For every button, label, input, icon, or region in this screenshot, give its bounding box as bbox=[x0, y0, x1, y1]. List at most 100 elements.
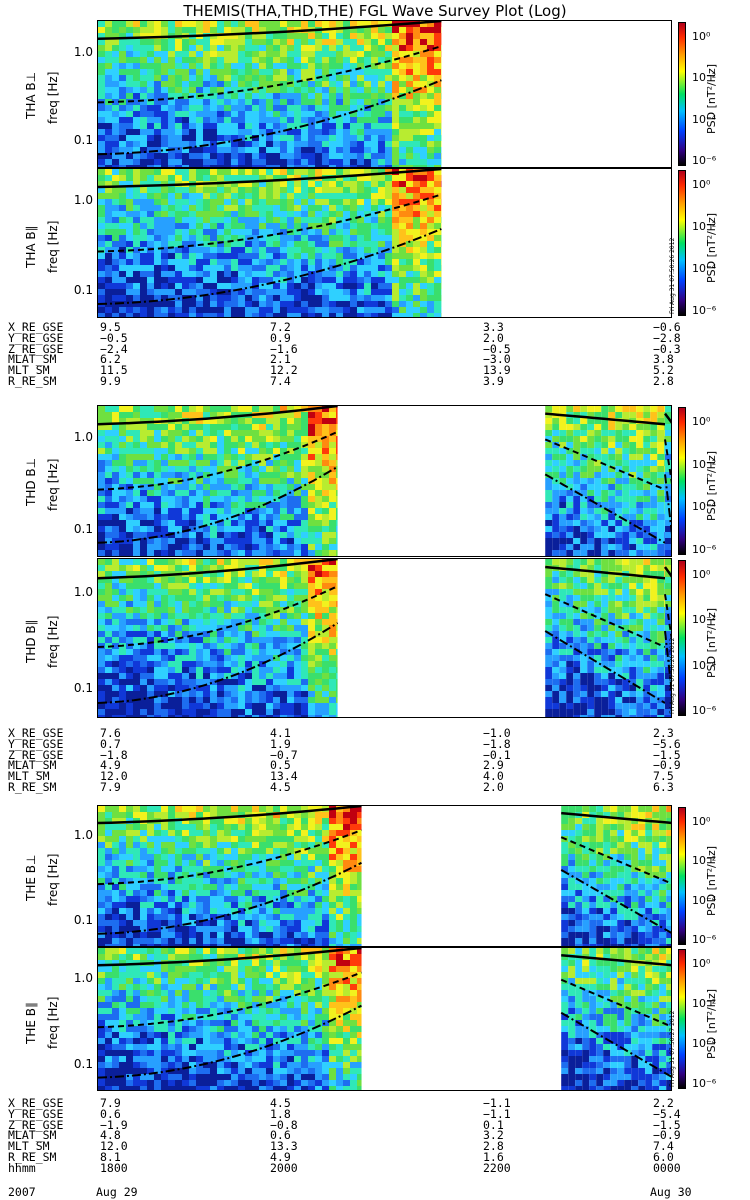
spectrogram-cell bbox=[608, 418, 616, 424]
spectrogram-cell bbox=[664, 406, 666, 412]
spectrogram-cell bbox=[629, 472, 637, 478]
spectrogram-cell bbox=[615, 424, 623, 430]
spectrogram-cell bbox=[238, 99, 245, 105]
spectrogram-cell bbox=[105, 556, 112, 557]
spectrogram-cell bbox=[119, 577, 126, 583]
spectrogram-cell bbox=[196, 169, 203, 175]
spectrogram-cell bbox=[119, 565, 126, 571]
spectrogram-cell bbox=[329, 556, 336, 557]
spectrogram-cell bbox=[308, 247, 315, 253]
spectrogram-cell bbox=[392, 277, 399, 283]
spectrogram-cell bbox=[161, 460, 168, 466]
spectrogram-cell bbox=[98, 313, 105, 317]
spectrogram-cell bbox=[280, 418, 287, 424]
spectrogram-cell bbox=[350, 99, 357, 105]
spectrogram-cell bbox=[98, 307, 105, 313]
spectrogram-cell bbox=[161, 75, 168, 81]
spectrogram-cell bbox=[105, 715, 112, 717]
spectrogram-cell bbox=[182, 685, 189, 691]
spectrogram-cell bbox=[175, 715, 182, 717]
spectrogram-cell bbox=[98, 105, 105, 111]
spectrogram-cell bbox=[259, 430, 266, 436]
spectrogram-cell bbox=[413, 165, 420, 167]
spectrogram-cell bbox=[378, 265, 385, 271]
spectrogram-cell bbox=[643, 538, 651, 544]
spectrogram-cell bbox=[643, 424, 651, 430]
spectrogram-cell bbox=[371, 39, 378, 45]
spectrogram-cell bbox=[294, 673, 301, 679]
spectrogram-cell bbox=[266, 418, 273, 424]
spectrogram-cell bbox=[399, 271, 406, 277]
spectrogram-cell bbox=[308, 484, 315, 490]
spectrogram-cell bbox=[601, 424, 609, 430]
spectrogram-cell bbox=[140, 217, 147, 223]
spectrogram-cell bbox=[224, 253, 231, 259]
spectrogram-cell bbox=[252, 490, 259, 496]
spectrogram-cell bbox=[154, 39, 161, 45]
spectrogram-cell bbox=[217, 223, 224, 229]
spectrogram-cell bbox=[357, 45, 364, 51]
spectrogram-cell bbox=[189, 601, 196, 607]
spectrogram-cell bbox=[245, 442, 252, 448]
spectrogram-cell bbox=[161, 123, 168, 129]
spectrogram-cell bbox=[175, 538, 182, 544]
spectrogram-cell bbox=[147, 277, 154, 283]
spectrogram-cell bbox=[231, 211, 238, 217]
spectrogram-cell bbox=[665, 436, 671, 442]
spectrogram-cell bbox=[147, 565, 154, 571]
spectrogram-cell bbox=[98, 703, 105, 709]
spectrogram-cell bbox=[427, 283, 434, 289]
spectrogram-cell bbox=[378, 229, 385, 235]
spectrogram-cell bbox=[161, 496, 168, 502]
spectrogram-cell bbox=[140, 241, 147, 247]
spectrogram-cell bbox=[552, 436, 560, 442]
spectrogram-cell bbox=[168, 217, 175, 223]
spectrogram-cell bbox=[322, 193, 329, 199]
spectrogram-cell bbox=[224, 508, 231, 514]
spectrogram-cell bbox=[280, 87, 287, 93]
spectrogram-cell bbox=[427, 33, 434, 39]
spectrogram-cell bbox=[413, 175, 420, 181]
spectrogram-cell bbox=[259, 595, 266, 601]
spectrogram-cell bbox=[266, 81, 273, 87]
spectrogram-cell bbox=[154, 259, 161, 265]
spectrogram-cell bbox=[231, 117, 238, 123]
spectrogram-cell bbox=[189, 129, 196, 135]
spectrogram-cell bbox=[210, 571, 217, 577]
spectrogram-cell bbox=[322, 631, 329, 637]
spectrogram-cell bbox=[119, 235, 126, 241]
spectrogram-cell bbox=[573, 520, 581, 526]
spectrogram-cell bbox=[252, 448, 259, 454]
spectrogram-cell bbox=[154, 217, 161, 223]
spectrogram-cell bbox=[545, 532, 553, 538]
spectrogram-cell bbox=[322, 111, 329, 117]
spectrogram-cell bbox=[231, 613, 238, 619]
spectrogram-cell bbox=[315, 21, 322, 27]
spectrogram-cell bbox=[245, 159, 252, 165]
spectrogram-cell bbox=[287, 679, 294, 685]
spectrogram-cell bbox=[252, 187, 259, 193]
spectrogram-cell bbox=[147, 550, 154, 556]
spectrogram-cell bbox=[301, 550, 308, 556]
spectrogram-cell bbox=[266, 283, 273, 289]
spectrogram-cell bbox=[196, 550, 203, 556]
spectrogram-cell bbox=[189, 313, 196, 317]
spectrogram-cell bbox=[238, 643, 245, 649]
spectrogram-cell bbox=[133, 484, 140, 490]
spectrogram-cell bbox=[329, 295, 336, 301]
spectrogram-cell bbox=[364, 153, 371, 159]
spectrogram-cell bbox=[287, 159, 294, 165]
spectrogram-cell bbox=[126, 27, 133, 33]
spectrogram-cell bbox=[273, 484, 280, 490]
spectrogram-cell bbox=[175, 424, 182, 430]
spectrogram-cell bbox=[126, 430, 133, 436]
spectrogram-cell bbox=[203, 81, 210, 87]
spectrogram-cell bbox=[273, 514, 280, 520]
spectrogram-cell bbox=[154, 141, 161, 147]
spectrogram-cell bbox=[140, 649, 147, 655]
spectrogram-cell bbox=[98, 544, 105, 550]
spectrogram-cell bbox=[133, 502, 140, 508]
spectrogram-cell bbox=[147, 544, 154, 550]
spectrogram-cell bbox=[301, 81, 308, 87]
spectrogram-cell bbox=[154, 105, 161, 111]
